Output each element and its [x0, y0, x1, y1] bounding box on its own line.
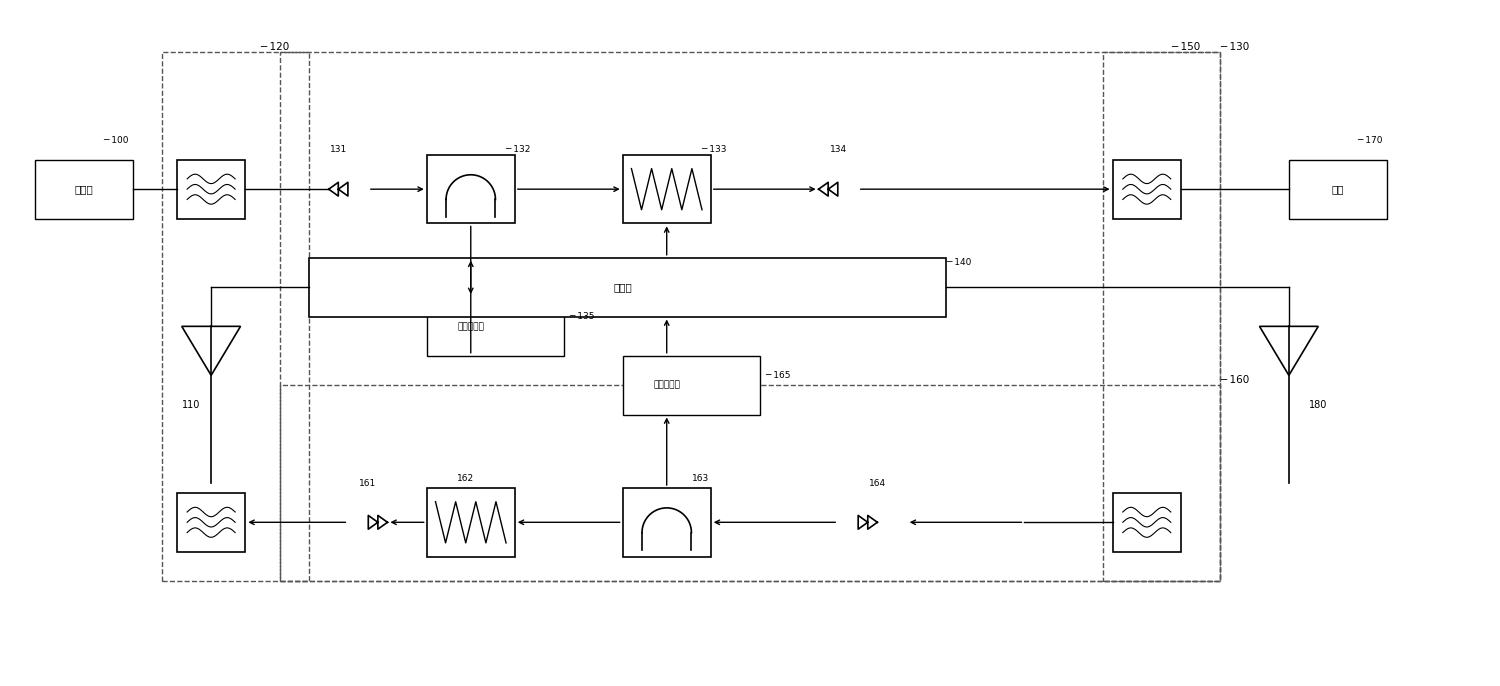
- Bar: [426, 297, 564, 356]
- Bar: [426, 488, 514, 556]
- Text: 단말: 단말: [1332, 184, 1344, 194]
- Bar: [622, 488, 711, 556]
- Text: ─ 165: ─ 165: [765, 371, 790, 380]
- Text: 131: 131: [330, 145, 346, 154]
- Text: 제어부: 제어부: [614, 282, 632, 292]
- Text: 110: 110: [183, 400, 201, 410]
- Bar: [1102, 52, 1221, 581]
- Bar: [177, 160, 246, 219]
- Text: ─ 160: ─ 160: [1221, 375, 1250, 386]
- Bar: [1288, 160, 1388, 219]
- Bar: [34, 160, 134, 219]
- Text: ─ 140: ─ 140: [946, 258, 972, 267]
- Bar: [1113, 493, 1180, 552]
- Bar: [279, 385, 1221, 581]
- Bar: [622, 356, 760, 414]
- Text: 162: 162: [458, 474, 474, 483]
- Text: 164: 164: [868, 479, 886, 488]
- Text: ─ 100: ─ 100: [104, 136, 129, 145]
- Bar: [1113, 160, 1180, 219]
- Text: 신호검출단: 신호검출단: [458, 322, 484, 331]
- Bar: [309, 258, 947, 316]
- Bar: [279, 52, 1221, 581]
- Text: ─ 133: ─ 133: [700, 145, 726, 154]
- Text: ─ 135: ─ 135: [568, 312, 594, 321]
- Text: 180: 180: [1310, 400, 1328, 410]
- Bar: [177, 493, 246, 552]
- Text: 134: 134: [830, 145, 846, 154]
- Text: ─ 132: ─ 132: [506, 145, 531, 154]
- Bar: [622, 155, 711, 224]
- Text: 161: 161: [360, 479, 376, 488]
- Text: ─ 130: ─ 130: [1221, 42, 1250, 52]
- Bar: [426, 155, 514, 224]
- Bar: [162, 52, 309, 581]
- Text: ─ 120: ─ 120: [260, 42, 290, 52]
- Text: 신호검출단: 신호검출단: [654, 381, 680, 390]
- Text: 163: 163: [693, 474, 709, 483]
- Text: 기지국: 기지국: [75, 184, 93, 194]
- Text: ─ 170: ─ 170: [1358, 136, 1383, 145]
- Text: ─ 150: ─ 150: [1172, 42, 1200, 52]
